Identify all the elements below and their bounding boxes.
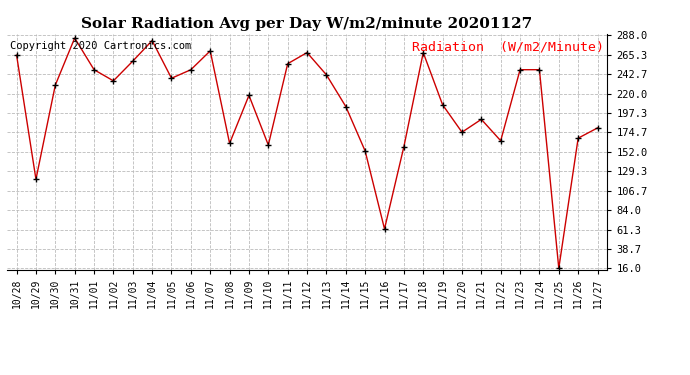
Title: Solar Radiation Avg per Day W/m2/minute 20201127: Solar Radiation Avg per Day W/m2/minute … (81, 17, 533, 31)
Text: Copyright 2020 Cartronics.com: Copyright 2020 Cartronics.com (10, 41, 191, 51)
Text: Radiation  (W/m2/Minute): Radiation (W/m2/Minute) (412, 41, 604, 54)
